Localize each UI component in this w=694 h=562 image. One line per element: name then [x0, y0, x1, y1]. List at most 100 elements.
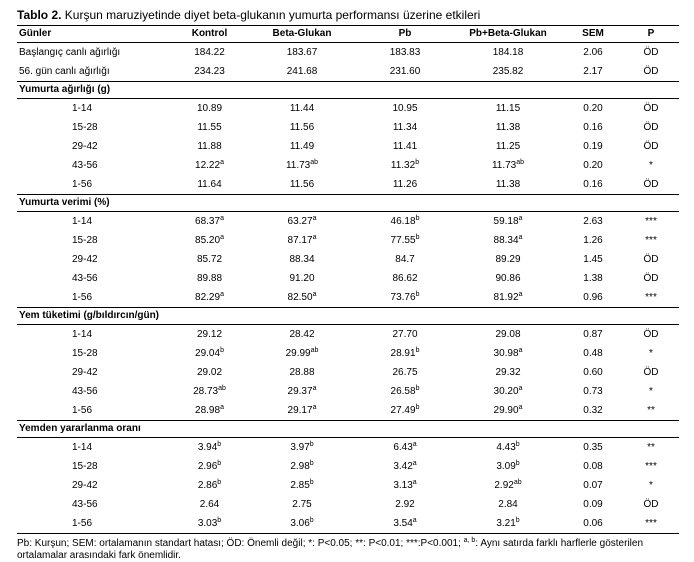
value: 4.43 [496, 442, 516, 453]
value-cell: 184.22 [172, 43, 247, 63]
table-row: 43-56 12.22a 11.73ab 11.32b 11.73ab 0.20 * [17, 156, 679, 175]
value: 77.55 [390, 235, 416, 246]
value: 88.34 [493, 235, 519, 246]
significance-letter: b [415, 385, 420, 392]
value: 29.08 [495, 329, 521, 340]
value-cell: 183.83 [357, 43, 453, 63]
value: 28.42 [289, 329, 315, 340]
value: 11.49 [289, 141, 315, 152]
significance-letter: ab [218, 385, 226, 392]
value: 183.83 [389, 47, 421, 58]
sem-cell: 0.08 [583, 461, 603, 472]
value: 11.56 [289, 179, 315, 190]
row-label: 1-14 [72, 442, 93, 453]
value-cell: 2.64 [172, 495, 247, 514]
value-cell: 12.22a [172, 156, 247, 175]
value-cell: 11.15 [453, 99, 563, 119]
value: 183.67 [286, 47, 318, 58]
value: 3.42 [393, 461, 413, 472]
value-cell: 11.34 [357, 118, 453, 137]
value-cell: 28.98a [172, 401, 247, 421]
table-row: 1-56 82.29a 82.50a 73.76b 81.92a 0.96 *** [17, 288, 679, 308]
sem-cell: 2.06 [583, 47, 603, 58]
significance-letter: a [412, 517, 417, 524]
value-cell: 11.41 [357, 137, 453, 156]
header-cell: Günler [17, 25, 172, 43]
significance-letter: b [217, 460, 222, 467]
value-cell: 2.86b [172, 476, 247, 495]
value-cell: 29.32 [453, 363, 563, 382]
significance-letter: a [220, 234, 224, 241]
value: 30.20 [493, 386, 519, 397]
value-cell: 11.55 [172, 118, 247, 137]
sem-cell: 0.16 [583, 179, 603, 190]
value: 10.95 [392, 103, 418, 114]
table-row: 15-28 2.96b 2.98b 3.42a 3.09b 0.08 *** [17, 457, 679, 476]
value: 59.18 [493, 216, 519, 227]
significance-letter: a [518, 347, 523, 354]
value-cell: 11.64 [172, 175, 247, 195]
value-cell: 2.75 [247, 495, 357, 514]
significance-letter: b [415, 215, 420, 222]
value: 231.60 [389, 66, 421, 77]
sem-cell: 0.07 [583, 480, 603, 491]
significance-letter: b [415, 404, 420, 411]
value-cell: 28.91b [357, 344, 453, 363]
value: 27.70 [392, 329, 418, 340]
header-cell: Pb [357, 25, 453, 43]
value: 11.25 [495, 141, 521, 152]
value: 184.18 [492, 47, 524, 58]
value: 29.37 [287, 386, 313, 397]
row-label: 56. gün canlı ağırlığı [19, 66, 110, 77]
value-cell: 88.34a [453, 231, 563, 250]
value: 184.22 [194, 47, 225, 58]
value-cell: 11.44 [247, 99, 357, 119]
value-cell: 73.76b [357, 288, 453, 308]
table-row: 1-14 10.89 11.44 10.95 11.15 0.20 ÖD [17, 99, 679, 119]
row-label: Başlangıç canlı ağırlığı [19, 47, 121, 58]
p-cell: ÖD [643, 122, 659, 133]
value-cell: 85.72 [172, 250, 247, 269]
value: 11.32 [390, 160, 416, 171]
value-cell: 30.20a [453, 382, 563, 401]
value-cell: 81.92a [453, 288, 563, 308]
value: 3.94 [197, 442, 218, 453]
value-cell: 3.42a [357, 457, 453, 476]
value: 11.41 [392, 141, 418, 152]
sem-cell: 1.45 [583, 254, 603, 265]
value-cell: 91.20 [247, 269, 357, 288]
p-cell: ÖD [643, 273, 659, 284]
p-cell: ** [647, 405, 655, 416]
row-label: 29-42 [72, 480, 98, 491]
p-cell: ÖD [643, 103, 659, 114]
p-cell: *** [645, 461, 657, 472]
significance-letter: a [312, 385, 317, 392]
significance-letter: b [415, 159, 420, 166]
row-label: 15-28 [72, 122, 98, 133]
value-cell: 63.27a [247, 212, 357, 232]
sem-cell: 0.09 [583, 499, 603, 510]
row-label: 1-14 [72, 329, 93, 340]
value-cell: 26.58b [357, 382, 453, 401]
sem-cell: 0.48 [583, 348, 603, 359]
value: 3.03 [197, 518, 218, 529]
table-figure: Tablo 2. Kurşun maruziyetinde diyet beta… [17, 8, 679, 562]
sem-cell: 1.26 [583, 235, 603, 246]
value-cell: 28.42 [247, 325, 357, 345]
value: 85.72 [196, 254, 223, 265]
value: 3.09 [496, 461, 516, 472]
sem-cell: 0.60 [583, 367, 603, 378]
table-footnote: Pb: Kurşun; SEM: ortalamanın standart ha… [17, 537, 679, 562]
table-row: 15-28 11.55 11.56 11.34 11.38 0.16 ÖD [17, 118, 679, 137]
value: 2.96 [197, 461, 218, 472]
value-cell: 11.73ab [453, 156, 563, 175]
header-cell: SEM [563, 25, 623, 43]
value-cell: 2.84 [453, 495, 563, 514]
value: 11.26 [392, 179, 418, 190]
significance-letter: b [415, 291, 420, 298]
value-cell: 28.73ab [172, 382, 247, 401]
value-cell: 26.75 [357, 363, 453, 382]
value: 11.88 [197, 141, 222, 152]
value-cell: 184.18 [453, 43, 563, 63]
value-cell: 3.06b [247, 514, 357, 534]
